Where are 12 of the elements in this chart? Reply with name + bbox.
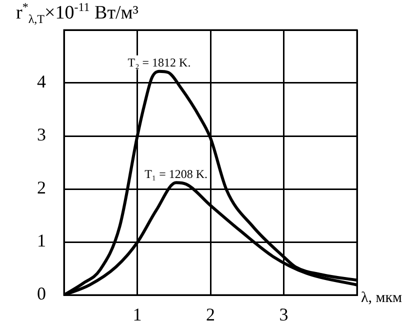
y-tick-label: 3 [37, 124, 46, 145]
y-tick-label: 1 [37, 230, 46, 251]
y-tick-label: 2 [37, 178, 46, 198]
x-tick-label: 1 [132, 304, 142, 325]
series-label: T₁ = 1208 K. [144, 166, 208, 181]
y-tick-label: 0 [37, 284, 46, 304]
y-tick-label: 4 [37, 72, 46, 92]
x-tick-label: 2 [206, 304, 215, 325]
x-tick-label: 3 [279, 304, 288, 325]
x-axis-title: λ, мкм [361, 290, 402, 307]
series-label: T₂ = 1812 K. [128, 55, 191, 70]
y-axis-title: r$^{*}$$_{λ,T}$×10$^{-11}$ Вт/м³ [16, 0, 138, 28]
